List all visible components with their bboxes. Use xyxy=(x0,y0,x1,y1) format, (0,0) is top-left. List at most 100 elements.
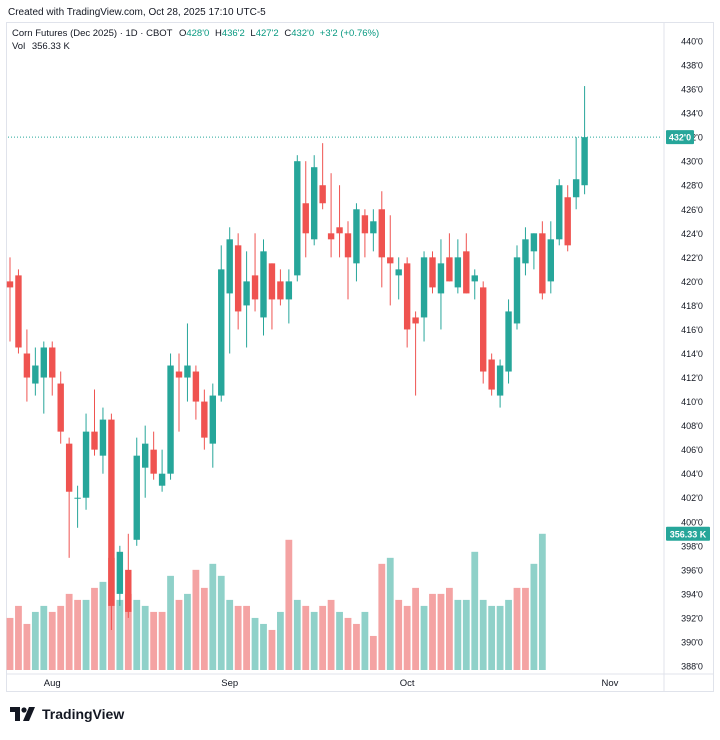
candle-body xyxy=(74,497,81,499)
candle-body xyxy=(480,287,487,372)
y-tick-label: 424'0 xyxy=(681,229,703,239)
created-caption: Created with TradingView.com, Oct 28, 20… xyxy=(8,7,266,18)
volume-bar xyxy=(395,599,403,670)
y-tick-label: 440'0 xyxy=(681,37,703,47)
volume-bar xyxy=(226,599,234,670)
candle-body xyxy=(285,281,293,300)
x-tick-label: Sep xyxy=(221,678,238,689)
candle-body xyxy=(463,251,470,294)
candle-body xyxy=(344,233,352,258)
change-value: +3'2 (+0.76%) xyxy=(319,28,380,39)
candle-body xyxy=(539,233,546,294)
high-value: 436'2 xyxy=(221,28,245,39)
volume-bar xyxy=(57,605,65,670)
volume-badge-label: 356.33 K xyxy=(670,529,707,539)
candle-body xyxy=(556,185,563,240)
candle-body xyxy=(319,185,326,204)
volume-bar xyxy=(234,605,242,670)
y-tick-label: 394'0 xyxy=(681,589,703,599)
volume-bar xyxy=(200,587,208,670)
candle-body xyxy=(243,281,250,306)
x-tick-label: Aug xyxy=(44,678,61,689)
candle-body xyxy=(251,275,259,300)
candle-body xyxy=(40,347,47,378)
candle-body xyxy=(412,317,419,324)
candle-body xyxy=(268,263,276,300)
last-price-badge-label: 432'0 xyxy=(669,133,691,143)
volume-bar xyxy=(6,617,14,670)
candle-body xyxy=(175,371,183,378)
candle-body xyxy=(158,473,166,486)
y-tick-label: 408'0 xyxy=(681,421,703,431)
volume-bar xyxy=(488,605,496,670)
last-price-badge xyxy=(666,130,694,145)
candle-body xyxy=(32,365,39,384)
volume-bar xyxy=(530,563,538,670)
candle-body xyxy=(581,137,588,186)
volume-bar xyxy=(268,629,276,670)
candle-body xyxy=(336,227,343,234)
candle-body xyxy=(429,257,436,288)
candle-body xyxy=(522,239,529,264)
volume-bar xyxy=(319,605,327,670)
candle-body xyxy=(530,233,538,252)
candle-body xyxy=(446,257,453,282)
y-tick-label: 420'0 xyxy=(681,277,703,287)
volume-bar xyxy=(327,599,335,670)
volume-bar xyxy=(209,563,217,670)
volume-bar xyxy=(454,599,462,670)
candle-body xyxy=(370,221,377,234)
y-tick-label: 400'0 xyxy=(681,517,703,527)
volume-bar xyxy=(82,599,90,670)
volume-bar xyxy=(167,575,174,670)
volume-bar xyxy=(23,623,31,670)
candle-body xyxy=(572,179,580,198)
y-tick-label: 388'0 xyxy=(681,662,703,672)
volume-label: Vol xyxy=(12,41,26,52)
open-label: O xyxy=(178,28,187,39)
candle-body xyxy=(15,275,22,348)
candle-body xyxy=(82,431,90,498)
candle-body xyxy=(471,275,478,282)
candle-body xyxy=(57,383,64,432)
y-tick-label: 418'0 xyxy=(681,301,703,311)
candle-body xyxy=(49,347,56,378)
volume-bar xyxy=(150,611,158,670)
candle-body xyxy=(167,365,174,474)
volume-bar xyxy=(361,611,369,670)
y-tick-label: 434'0 xyxy=(681,109,703,119)
tradingview-logo-icon xyxy=(10,707,35,721)
volume-bar xyxy=(31,611,39,670)
volume-value: 356.33 K xyxy=(31,41,70,52)
y-tick-label: 438'0 xyxy=(681,61,703,71)
candle-body xyxy=(133,455,140,540)
volume-bar xyxy=(74,599,81,670)
candle-body xyxy=(234,245,242,312)
volume-bar xyxy=(386,557,394,670)
volume-bar xyxy=(91,587,98,670)
volume-bar xyxy=(336,611,343,670)
candle-body xyxy=(496,365,504,396)
high-label: H xyxy=(214,28,222,39)
volume-bar xyxy=(369,635,377,670)
candle-body xyxy=(454,257,462,288)
candle-body xyxy=(294,161,301,276)
candle-body xyxy=(142,443,149,468)
candle-body xyxy=(65,443,73,492)
candle-body xyxy=(403,263,411,330)
volume-legend: Vol 356.33 K xyxy=(12,41,70,52)
volume-bar xyxy=(353,623,360,670)
volume-bar xyxy=(40,605,48,670)
volume-bar xyxy=(505,599,512,670)
volume-bar xyxy=(429,593,436,670)
candle-body xyxy=(125,569,132,612)
volume-bar xyxy=(538,533,546,670)
volume-bar xyxy=(99,581,107,670)
candle-body xyxy=(488,359,495,390)
candle-body xyxy=(513,257,521,324)
volume-bar xyxy=(446,587,453,670)
candle-body xyxy=(192,371,200,402)
y-tick-label: 436'0 xyxy=(681,85,703,95)
symbol-title: Corn Futures (Dec 2025) · 1D · CBOT xyxy=(12,28,173,39)
candlestick-chart[interactable]: 440'0 438'0 436'0 434'0 432'0 430'0 428'0 426'0… xyxy=(0,0,720,700)
